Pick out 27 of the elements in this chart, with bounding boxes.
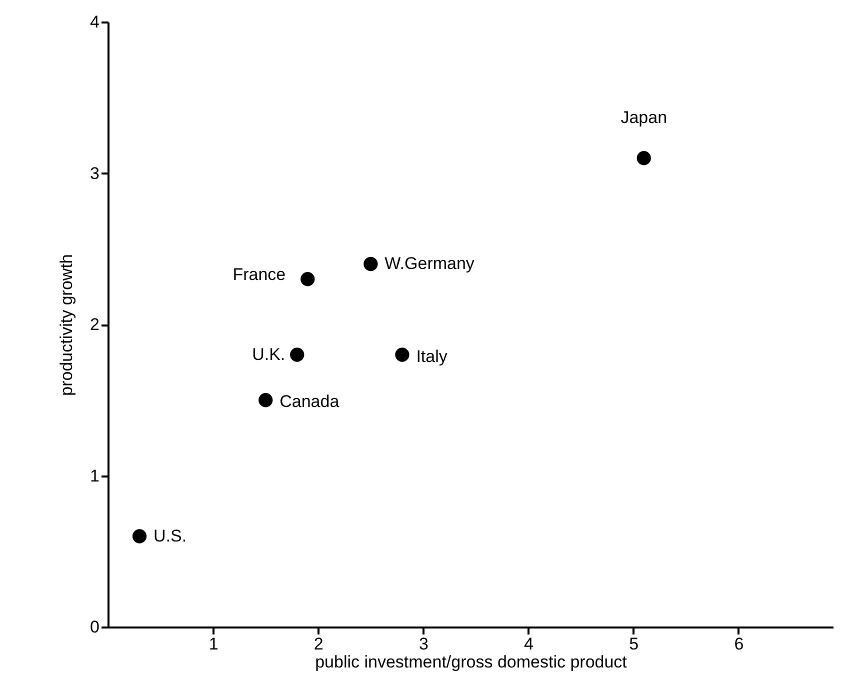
x-tick-label: 3 [418, 634, 428, 654]
y-tick-label: 4 [90, 12, 100, 32]
y-axis-title: productivity growth [57, 254, 76, 396]
point [636, 151, 651, 166]
point [300, 272, 315, 286]
point [290, 348, 304, 362]
y-tick-label: 1 [90, 466, 100, 486]
point [364, 256, 378, 272]
annotation: France [232, 265, 286, 284]
annotation: W.Germany [384, 254, 475, 273]
y-tick-label: 0 [90, 618, 100, 636]
annotation: Canada [280, 392, 340, 412]
x-tick-label: 6 [734, 634, 744, 654]
point [132, 529, 147, 544]
x-tick-label: 5 [629, 634, 639, 654]
point [258, 393, 273, 408]
annotation: Italy [416, 346, 448, 366]
annotation: U.S. [154, 526, 187, 546]
x-tick-label: 4 [524, 634, 534, 654]
x-axis-title: public investment/gross domestic product [315, 652, 628, 672]
y-tick-label: 2 [90, 315, 100, 334]
annotation: U.K. [252, 344, 286, 364]
x-tick-label: 2 [314, 634, 324, 654]
y-tick-label: 3 [90, 164, 100, 183]
x-tick-label: 1 [208, 634, 218, 654]
annotation: Japan [620, 108, 668, 128]
point [395, 348, 410, 362]
